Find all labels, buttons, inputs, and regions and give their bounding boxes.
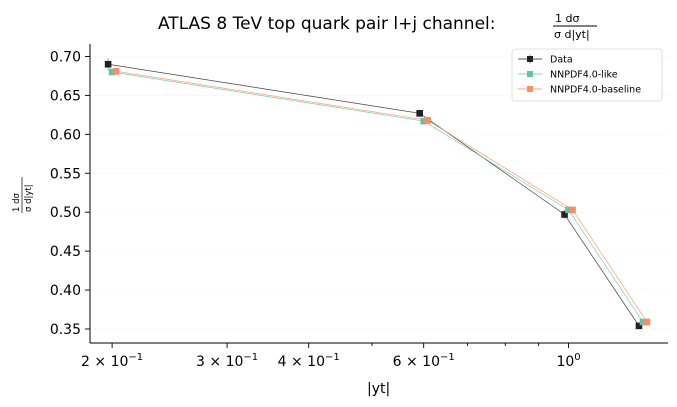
data-point [108,68,116,76]
chart-title-group: ATLAS 8 TeV top quark pair l+j channel: … [158,12,597,41]
legend-label: NNPDF4.0-like [550,70,618,81]
data-point [635,322,643,330]
legend: Data NNPDF4.0-like NNPDF4.0-baseline [511,48,663,102]
axes [89,44,668,344]
y-ticks: 0.35 0.40 0.45 0.50 0.55 0.60 0.65 0.70 [50,49,90,338]
title-fraction-numerator: 1 dσ [555,12,579,25]
y-tick-label: 0.45 [50,244,81,260]
x-tick-label: 3 × 10−1 [196,352,258,370]
y-tick-label: 0.55 [50,166,81,182]
data-point [569,206,576,214]
y-axis-label-numerator: 1 dσ [12,192,22,212]
y-tick-label: 0.60 [50,127,81,143]
x-tick-label: 4 × 10−1 [278,352,340,370]
data-point [561,211,568,218]
series-layer [104,58,651,330]
series-line [116,70,648,323]
legend-frame [511,48,663,102]
y-axis-label: 1 dσ σ d|yt| [12,177,34,213]
y-tick-label: 0.40 [50,283,81,299]
x-tick-label: 2 × 10−1 [81,352,143,370]
x-axis-label: |yt| [367,381,390,397]
series-line [112,71,644,323]
legend-label: NNPDF4.0-baseline [550,85,641,96]
legend-marker [527,56,533,62]
data-point [112,67,120,75]
x-tick-label: 6 × 10−1 [393,352,455,370]
y-axis-label-denominator: σ d|yt| [24,184,34,212]
data-point [420,117,427,125]
legend-marker [527,86,533,92]
chart-title: ATLAS 8 TeV top quark pair l+j channel: [158,14,496,34]
data-point [104,60,112,68]
x-ticks: 2 × 10−1 3 × 10−1 4 × 10−1 6 × 10−1 100 [81,343,581,370]
x-tick-label: 100 [556,352,580,370]
y-tick-label: 0.65 [50,88,81,104]
x-axis-label-text: |yt| [367,381,390,397]
data-point [639,318,647,326]
legend-label: Data [550,55,573,66]
y-tick-label: 0.70 [50,49,81,65]
grid [90,56,668,330]
data-point [416,109,423,117]
data-point [424,117,431,124]
series-line [108,63,640,327]
data-point [643,318,651,326]
legend-marker [527,71,533,77]
y-tick-label: 0.50 [50,205,81,221]
y-tick-label: 0.35 [50,322,81,338]
title-fraction-denominator: σ d|yt| [554,28,590,41]
data-point [565,206,572,214]
